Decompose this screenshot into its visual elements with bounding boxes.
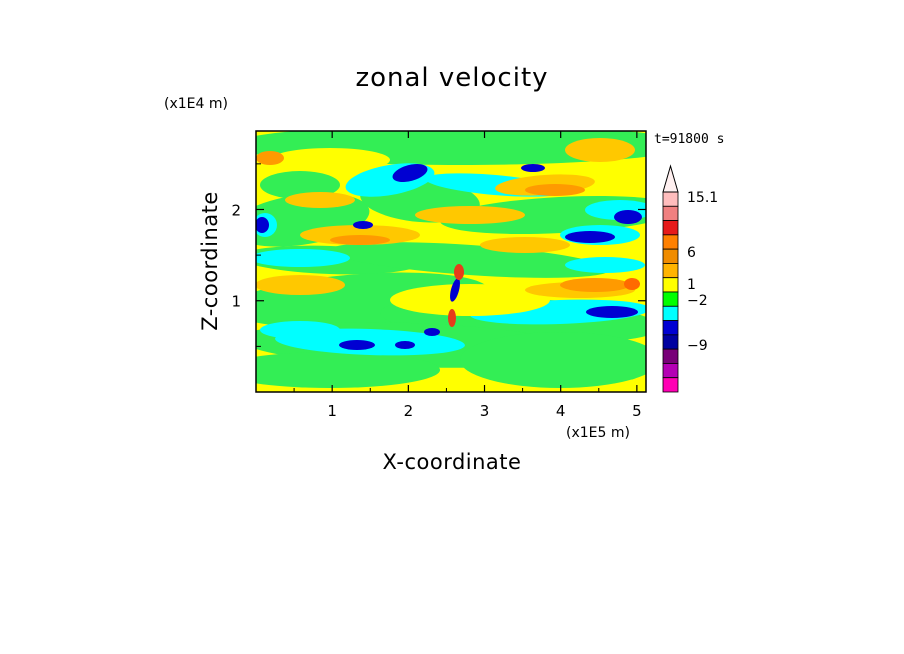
x-tick-label: 2: [404, 402, 414, 420]
x-tick-label: 5: [632, 402, 642, 420]
x-tick-label: 4: [556, 402, 566, 420]
contour-patch: [330, 235, 390, 245]
y-tick-label: 1: [231, 293, 241, 311]
contour-patch: [560, 278, 630, 292]
colorbar-segment: [662, 248, 679, 264]
time-label: t=91800 s: [654, 132, 724, 147]
colorbar-segment: [662, 348, 679, 364]
contour-patch: [525, 184, 585, 196]
colorbar-label: −2: [687, 293, 708, 309]
colorbar-segment: [662, 291, 679, 307]
contour-field: [256, 131, 646, 392]
contour-patch: [624, 278, 640, 290]
colorbar: 15.1 6 1−2 −9: [662, 164, 718, 393]
contour-patch: [256, 151, 284, 165]
colorbar-segment: [662, 234, 679, 250]
contour-patch: [260, 321, 340, 339]
colorbar-label: 1: [687, 277, 696, 293]
contour-patch: [614, 210, 642, 224]
x-tick-label: 1: [327, 402, 337, 420]
contour-patch: [565, 257, 645, 273]
y-axis-title: Z-coordinate: [198, 191, 222, 331]
contour-patch: [256, 352, 440, 388]
contour-patch: [395, 341, 415, 349]
contour-patch: [256, 249, 350, 267]
contour-patch: [565, 138, 635, 162]
x-axis: 1 2 3 4 5: [293, 131, 642, 420]
contour-patch: [270, 148, 390, 172]
contour-patch: [285, 192, 355, 208]
contour-patch: [480, 237, 570, 253]
contour-patch: [450, 278, 460, 302]
chart-title: zonal velocity: [355, 63, 548, 93]
contour-patch: [330, 242, 610, 278]
colorbar-segment: [662, 205, 679, 221]
colorbar-segment: [662, 263, 679, 279]
contour-patch: [353, 221, 373, 229]
x-axis-title: X-coordinate: [383, 450, 522, 474]
contour-patch: [390, 284, 550, 316]
colorbar-segment: [662, 305, 679, 321]
colorbar-segment: [662, 320, 679, 336]
contour-patch: [424, 328, 440, 336]
colorbar-segment: [662, 334, 679, 350]
plot-frame: [255, 130, 647, 393]
colorbar-segment: [662, 220, 679, 236]
colorbar-extend-arrow: [662, 164, 679, 193]
contour-patch: [339, 340, 375, 350]
contour-patch: [586, 306, 638, 318]
contour-patch: [415, 206, 525, 224]
contour-patch: [460, 332, 646, 388]
y-unit-label: (x1E4 m): [164, 96, 228, 112]
contour-patch: [256, 275, 345, 295]
colorbar-label: −9: [687, 338, 708, 354]
contour-patch: [454, 264, 464, 280]
contour-patch: [521, 164, 545, 172]
colorbar-segment: [662, 363, 679, 379]
contour-patch: [256, 217, 269, 233]
x-unit-label: (x1E5 m): [566, 425, 630, 441]
colorbar-segment: [662, 277, 679, 293]
colorbar-label: 15.1: [687, 190, 718, 206]
colorbar-label: 6: [687, 245, 696, 261]
colorbar-segment: [662, 191, 679, 207]
colorbar-segment: [662, 377, 679, 393]
x-tick-label: 3: [480, 402, 490, 420]
y-tick-label: 2: [231, 201, 241, 219]
contour-patch: [565, 231, 615, 243]
contour-patch: [448, 309, 456, 327]
contour-patch: [392, 163, 428, 183]
y-axis: 12: [231, 163, 646, 347]
